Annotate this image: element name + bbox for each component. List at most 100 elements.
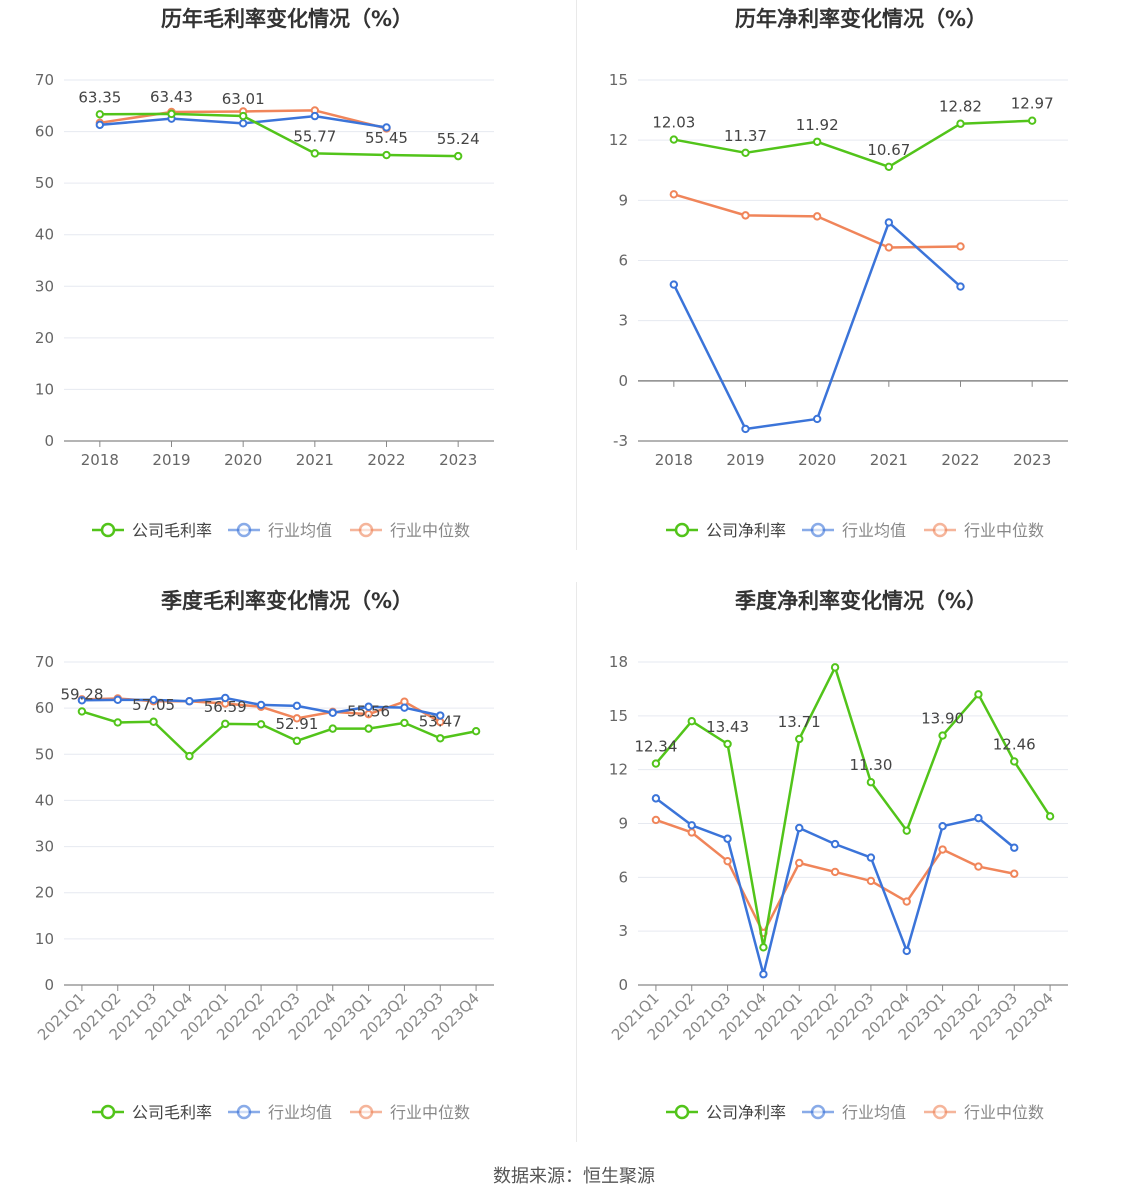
data-label: 63.43 bbox=[150, 88, 193, 106]
data-point-avg bbox=[1010, 843, 1019, 852]
data-point-median bbox=[651, 815, 661, 825]
data-point-avg bbox=[866, 853, 876, 862]
data-point-median bbox=[292, 714, 302, 723]
data-point-avg bbox=[149, 695, 158, 705]
data-point-company bbox=[221, 719, 230, 729]
series-line-avg bbox=[672, 221, 962, 431]
y-tick-label: 0 bbox=[44, 432, 54, 450]
y-tick-label: 70 bbox=[35, 653, 54, 671]
y-tick-label: 12 bbox=[609, 131, 628, 149]
data-point-company bbox=[884, 162, 894, 172]
data-point-company bbox=[310, 149, 320, 158]
source-label: 数据来源：恒生聚源 bbox=[493, 1166, 655, 1187]
chart-annual-net: 历年净利率变化情况（%） -3 0 3 6 9 12 15 2018 2019 2020 2021 20… bbox=[609, 7, 1068, 540]
legend-marker-company bbox=[100, 1104, 116, 1120]
data-label: 55.24 bbox=[437, 130, 480, 148]
x-tick-label: 2023 bbox=[439, 451, 477, 469]
y-tick-label: 20 bbox=[35, 329, 54, 347]
legend-marker-avg bbox=[236, 1104, 252, 1120]
y-tick-label: 12 bbox=[609, 761, 628, 779]
y-tick-label: -3 bbox=[613, 432, 628, 450]
data-point-company bbox=[741, 148, 750, 158]
legend-marker-median bbox=[932, 1104, 948, 1120]
x-tick-label: 2018 bbox=[655, 451, 693, 469]
data-point-avg bbox=[669, 280, 679, 289]
data-point-avg bbox=[741, 424, 750, 434]
data-point-company bbox=[292, 736, 302, 746]
data-point-avg bbox=[723, 834, 732, 843]
data-point-median bbox=[974, 862, 983, 871]
x-tick-label: 2022 bbox=[367, 451, 405, 469]
data-label: 13.90 bbox=[921, 710, 964, 728]
data-label: 55.56 bbox=[347, 703, 390, 721]
data-point-avg bbox=[328, 708, 337, 717]
series-line-company bbox=[673, 119, 1033, 169]
y-tick-label: 40 bbox=[35, 226, 54, 244]
series-line-median bbox=[673, 193, 961, 249]
x-tick-label: 2018 bbox=[81, 451, 119, 469]
data-point-avg bbox=[902, 946, 911, 956]
data-point-avg bbox=[884, 218, 894, 227]
x-tick-label: 2022 bbox=[941, 451, 979, 469]
data-point-median bbox=[669, 190, 679, 199]
series-line-company bbox=[99, 112, 459, 158]
data-label: 12.82 bbox=[939, 98, 982, 116]
data-point-company bbox=[974, 690, 983, 699]
y-tick-label: 10 bbox=[35, 380, 54, 398]
data-point-company bbox=[830, 663, 840, 672]
legend-label-company: 公司净利率 bbox=[706, 1103, 786, 1122]
series-line-avg bbox=[655, 797, 1016, 976]
y-tick-label: 40 bbox=[35, 791, 54, 809]
legend-marker-avg bbox=[810, 1104, 826, 1120]
y-tick-label: 30 bbox=[35, 277, 54, 295]
legend-label-avg: 行业均值 bbox=[268, 1103, 332, 1122]
y-tick-label: 10 bbox=[35, 930, 54, 948]
data-point-company bbox=[149, 717, 158, 726]
series-line-company bbox=[654, 666, 1052, 949]
x-tick-label: 2020 bbox=[798, 451, 836, 469]
y-tick-label: 60 bbox=[35, 699, 54, 717]
legend-label-median: 行业中位数 bbox=[964, 521, 1044, 540]
y-tick-label: 0 bbox=[618, 372, 628, 390]
data-point-avg bbox=[256, 700, 266, 710]
data-point-median bbox=[866, 876, 876, 886]
data-point-company bbox=[167, 109, 176, 119]
data-point-company bbox=[400, 718, 409, 728]
legend-marker-company bbox=[674, 522, 690, 538]
legend-label-company: 公司毛利率 bbox=[132, 1103, 212, 1122]
y-tick-label: 6 bbox=[618, 868, 628, 886]
data-point-company bbox=[238, 111, 248, 121]
data-point-company bbox=[95, 110, 105, 119]
y-tick-label: 20 bbox=[35, 884, 54, 902]
data-label: 13.43 bbox=[706, 718, 749, 736]
data-label: 56.59 bbox=[204, 698, 247, 716]
y-tick-label: 0 bbox=[44, 976, 54, 994]
x-tick-label: 2021 bbox=[870, 451, 908, 469]
data-label: 63.01 bbox=[222, 90, 265, 108]
data-point-avg bbox=[759, 970, 768, 979]
data-point-company bbox=[77, 707, 87, 716]
data-point-company bbox=[471, 727, 481, 736]
data-point-company bbox=[328, 724, 337, 733]
data-point-company bbox=[866, 778, 876, 787]
data-point-company bbox=[1045, 812, 1055, 821]
data-point-avg bbox=[221, 693, 230, 703]
data-point-median bbox=[830, 867, 840, 877]
data-point-company bbox=[687, 717, 696, 726]
y-tick-label: 9 bbox=[618, 191, 628, 209]
series-line-company bbox=[81, 710, 477, 758]
divider-bottom bbox=[576, 582, 577, 1142]
divider-top bbox=[576, 0, 577, 550]
data-point-avg bbox=[974, 813, 983, 823]
data-point-avg bbox=[292, 701, 302, 711]
data-point-avg bbox=[310, 111, 320, 121]
data-label: 13.71 bbox=[778, 713, 821, 731]
data-point-company bbox=[651, 759, 661, 768]
x-tick-label: 2021 bbox=[296, 451, 334, 469]
data-point-avg bbox=[400, 703, 409, 712]
data-point-avg bbox=[364, 702, 373, 711]
data-point-company bbox=[453, 151, 463, 161]
data-point-company bbox=[938, 731, 947, 740]
data-point-avg bbox=[956, 282, 965, 291]
legend-marker-median bbox=[932, 522, 948, 538]
